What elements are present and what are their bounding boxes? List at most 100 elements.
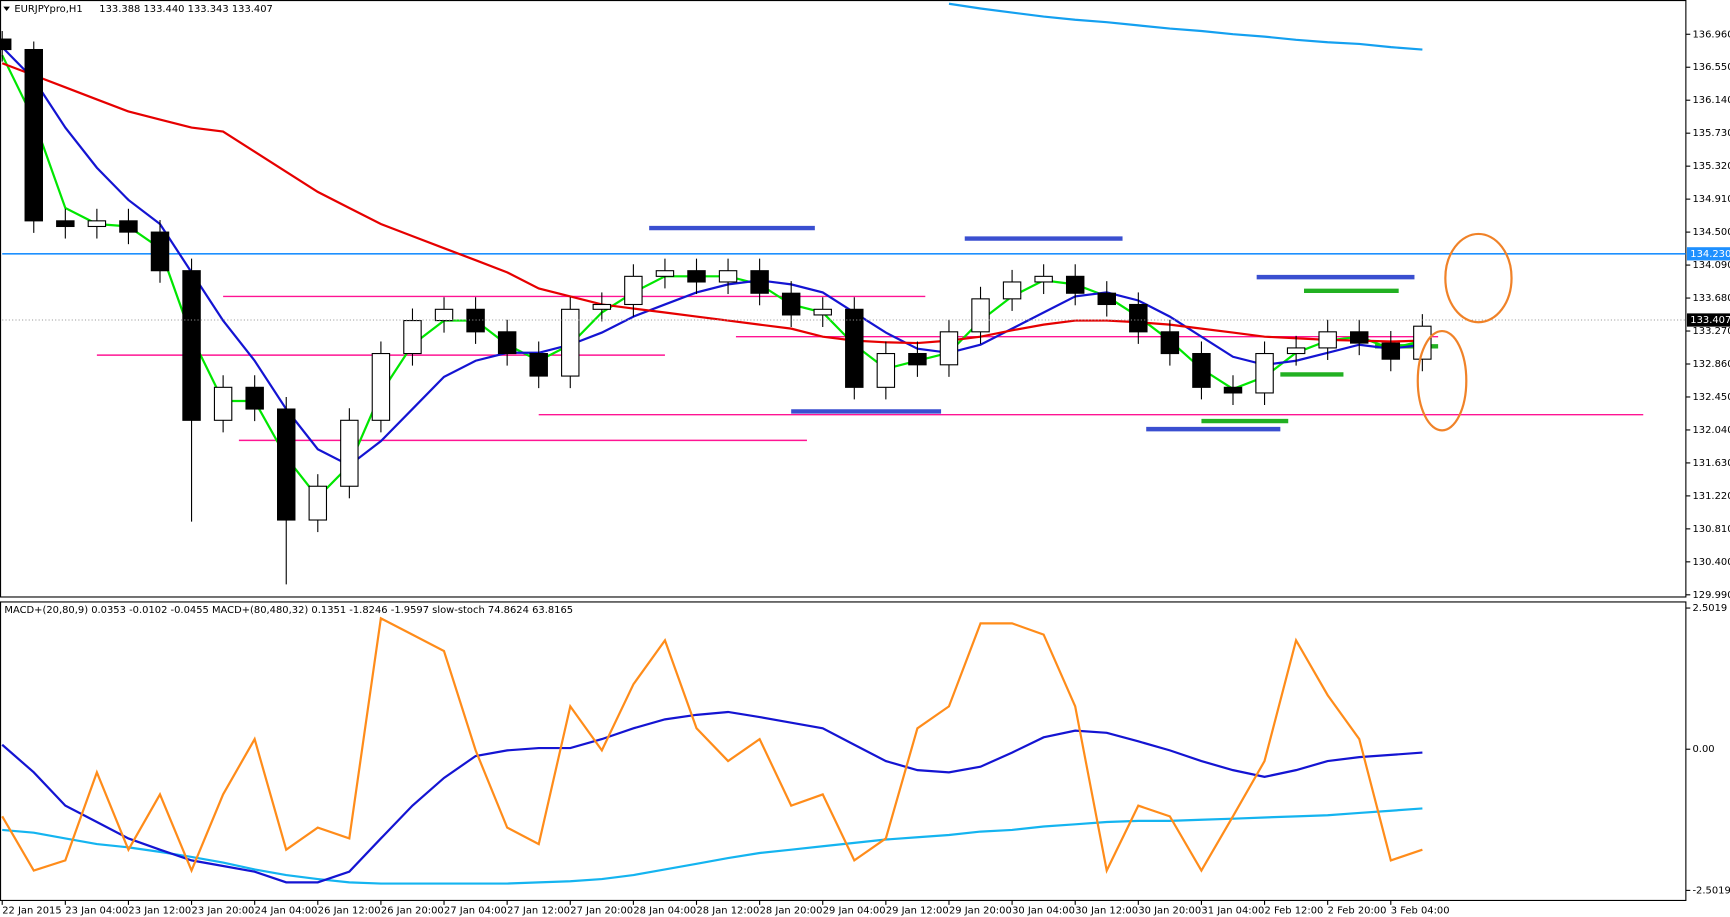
y-tick-label: 0.00 (1692, 744, 1714, 755)
x-tick-label: 23 Jan 12:00 (128, 905, 191, 916)
highlight-ellipse (1416, 329, 1468, 432)
x-tick-label: 22 Jan 2015 (2, 905, 61, 916)
candle-body (1129, 303, 1148, 333)
y-tick-label: 135.320 (1692, 161, 1730, 172)
candle-body (277, 408, 296, 521)
y-tick-label: 133.270 (1692, 326, 1730, 337)
candle-body (1097, 292, 1116, 306)
candle-body (213, 386, 233, 421)
x-tick-label: 29 Jan 20:00 (949, 905, 1012, 916)
y-tick-label: 134.500 (1692, 227, 1730, 238)
x-tick-label: 30 Jan 04:00 (1012, 905, 1075, 916)
indicator-title: MACD+(20,80,9) 0.0353 -0.0102 -0.0455 MA… (4, 605, 573, 616)
candle-body (908, 352, 927, 366)
candle-body (718, 270, 738, 283)
candle-body (1318, 331, 1337, 349)
y-tick-label: 134.090 (1692, 260, 1730, 271)
x-tick-label: 23 Jan 04:00 (65, 905, 128, 916)
candle-body (1286, 347, 1306, 355)
x-tick-label: 26 Jan 12:00 (318, 905, 381, 916)
candle-body (245, 386, 264, 410)
candle-body (592, 303, 612, 310)
indicator-line (2, 807, 1423, 885)
candle-body (781, 292, 801, 316)
price-panel-frame (0, 0, 1687, 598)
candle-body (561, 308, 580, 377)
x-tick-label: 29 Jan 12:00 (886, 905, 949, 916)
candle-body (0, 38, 12, 51)
candle-body (1002, 281, 1022, 300)
candle-body (1255, 352, 1274, 394)
candle-body (308, 485, 328, 521)
x-tick-label: 27 Jan 12:00 (507, 905, 570, 916)
x-tick-label: 28 Jan 20:00 (760, 905, 823, 916)
candle-body (1034, 275, 1053, 283)
y-tick-label: 130.810 (1692, 524, 1730, 535)
candle-body (150, 231, 170, 272)
candle-body (24, 48, 43, 222)
candle-body (466, 308, 485, 333)
indicator-line (1, 710, 1423, 884)
x-tick-label: 26 Jan 20:00 (381, 905, 444, 916)
indicator-line (1, 54, 1423, 500)
candle-body (1223, 386, 1243, 394)
candle-body (845, 308, 864, 388)
y-tick-label: 132.450 (1692, 392, 1730, 403)
level-label: 134.230 (1690, 249, 1730, 260)
indicator-line (948, 2, 1423, 51)
last-price-label: 133.407 (1690, 315, 1730, 326)
candle-body (497, 331, 517, 355)
y-tick-label: 135.730 (1692, 128, 1730, 139)
candle-body (813, 308, 832, 316)
candle-body (371, 352, 391, 421)
candle-body (529, 352, 548, 377)
candle-body (1192, 352, 1211, 388)
x-tick-label: 31 Jan 04:00 (1201, 905, 1264, 916)
indicator-panel-frame (0, 601, 1687, 901)
candle-body (1065, 275, 1085, 294)
y-tick-label: 136.960 (1692, 29, 1730, 40)
candle-body (1350, 331, 1369, 344)
x-tick-label: 28 Jan 04:00 (633, 905, 696, 916)
candle-body (119, 220, 138, 233)
x-tick-label: 27 Jan 20:00 (570, 905, 633, 916)
y-tick-label: 129.990 (1692, 590, 1730, 601)
price-layer (0, 2, 1686, 585)
y-tick-label: 2.5019 (1692, 603, 1727, 614)
candle-body (687, 270, 706, 283)
indicator-line (1, 62, 1423, 345)
y-tick-label: 134.910 (1692, 194, 1730, 205)
candle-body (939, 331, 959, 366)
y-tick-label: -2.5019 (1692, 885, 1730, 896)
symbol-title: EURJPYpro,H1 (14, 4, 82, 15)
candle-body (971, 298, 990, 333)
indicator-layer (1, 616, 1423, 885)
y-tick-label: 131.220 (1692, 491, 1730, 502)
candle-body (750, 270, 769, 294)
candle-body (624, 275, 643, 306)
candle-body (56, 220, 75, 228)
y-tick-label: 132.040 (1692, 425, 1730, 436)
y-tick-label: 133.680 (1692, 293, 1730, 304)
candle-body (403, 320, 422, 355)
y-tick-label: 131.630 (1692, 458, 1730, 469)
x-tick-label: 30 Jan 12:00 (1075, 905, 1138, 916)
ohlc-readout: 133.388 133.440 133.343 133.407 (99, 4, 273, 15)
candle-body (182, 270, 201, 421)
candle-body (1413, 325, 1432, 360)
last-price-box (1686, 313, 1730, 327)
y-tick-label: 130.400 (1692, 557, 1730, 568)
menu-arrow[interactable] (3, 6, 10, 12)
candle-body (655, 270, 675, 277)
highlight-ellipse (1444, 232, 1513, 324)
indicator-line (1, 616, 1423, 875)
level-label-box (1686, 247, 1730, 261)
x-tick-label: 27 Jan 04:00 (444, 905, 507, 916)
candle-body (1381, 342, 1401, 360)
candle-body (1160, 331, 1180, 355)
x-tick-label: 3 Feb 04:00 (1391, 905, 1450, 916)
y-tick-label: 132.860 (1692, 359, 1730, 370)
x-tick-label: 29 Jan 04:00 (823, 905, 886, 916)
